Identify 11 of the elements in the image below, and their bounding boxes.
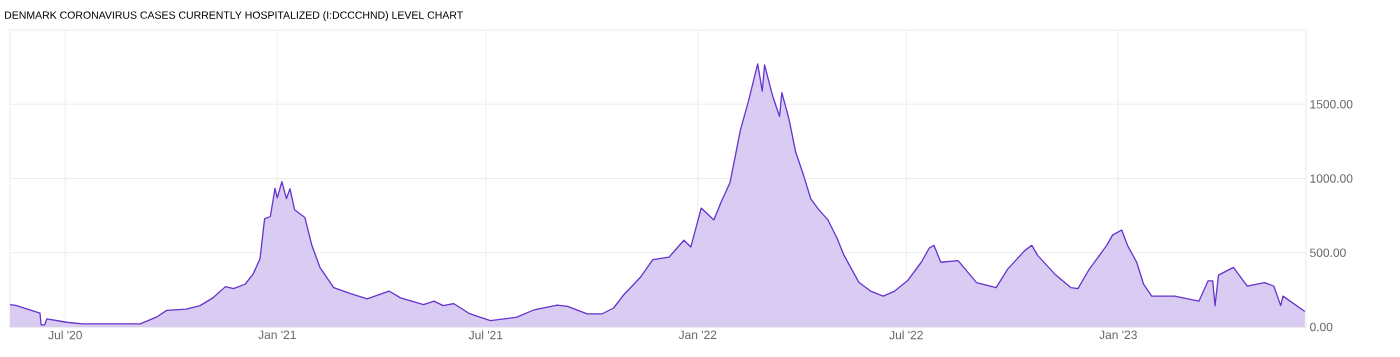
x-tick-label: Jul '21 bbox=[468, 330, 503, 340]
y-tick-label: 0.00 bbox=[1310, 322, 1333, 332]
x-tick-label: Jan '21 bbox=[258, 330, 296, 340]
y-tick-label: 500.00 bbox=[1310, 248, 1346, 258]
y-tick-label: 1000.00 bbox=[1310, 174, 1353, 183]
x-tick-label: Jan '23 bbox=[1099, 330, 1137, 340]
x-tick-label: Jan '22 bbox=[678, 330, 717, 340]
y-tick-label: 1500.00 bbox=[1310, 100, 1353, 109]
x-tick-label: Jul '20 bbox=[48, 330, 82, 340]
chart-title: DENMARK CORONAVIRUS CASES CURRENTLY HOSPITALIZED (I:DCCCHND) LEVEL CHART bbox=[5, 11, 463, 21]
x-tick-label: Jul '22 bbox=[889, 330, 923, 340]
